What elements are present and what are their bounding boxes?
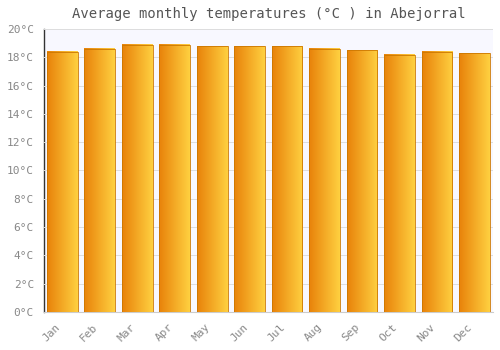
Bar: [84, 49, 115, 312]
Bar: [459, 53, 490, 312]
Bar: [272, 46, 302, 312]
Bar: [197, 46, 228, 312]
Bar: [346, 50, 378, 312]
Bar: [309, 49, 340, 312]
Bar: [47, 52, 78, 312]
Bar: [234, 46, 265, 312]
Bar: [384, 55, 415, 312]
Title: Average monthly temperatures (°C ) in Abejorral: Average monthly temperatures (°C ) in Ab…: [72, 7, 465, 21]
Bar: [422, 52, 452, 312]
Bar: [122, 44, 152, 312]
Bar: [160, 44, 190, 312]
